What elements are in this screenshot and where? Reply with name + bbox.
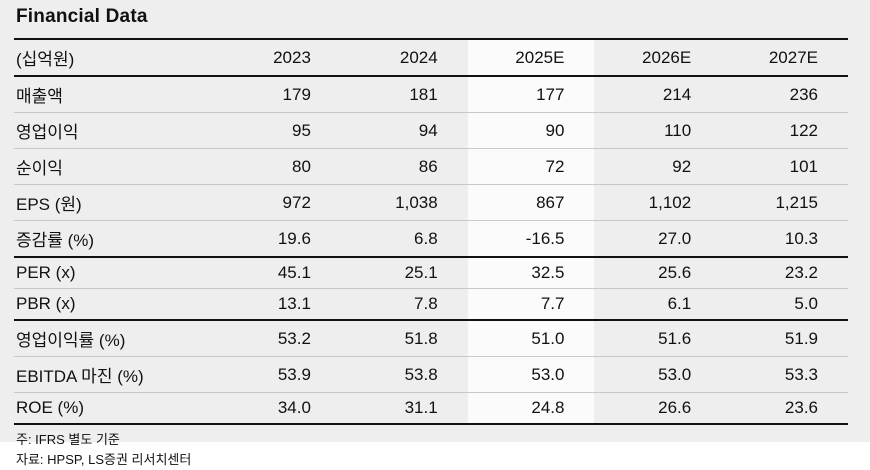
cell: 1,038 (340, 184, 468, 221)
cell: 5.0 (721, 288, 848, 321)
cell: 51.6 (594, 320, 722, 357)
row-label: PBR (x) (14, 288, 215, 321)
table-row-roe: ROE (%) 34.0 31.1 24.8 26.6 23.6 (14, 392, 848, 425)
unit-label: (십억원) (14, 38, 215, 77)
table-row-per: PER (x) 45.1 25.1 32.5 25.6 23.2 (14, 257, 848, 289)
cell: 1,102 (594, 184, 722, 221)
footnote-source: 자료: HPSP, LS증권 리서치센터 (16, 452, 192, 468)
row-label: EBITDA 마진 (%) (14, 356, 215, 393)
column-header-2025e: 2025E (467, 38, 595, 77)
cell: 177 (467, 76, 595, 113)
cell: 53.8 (340, 356, 468, 393)
cell: 25.1 (340, 257, 468, 289)
cell: 86 (340, 148, 468, 185)
table-row-operating-margin: 영업이익률 (%) 53.2 51.8 51.0 51.6 51.9 (14, 320, 848, 357)
cell: 90 (467, 112, 595, 149)
cell: 53.0 (594, 356, 722, 393)
cell: 80 (214, 148, 341, 185)
cell: 31.1 (340, 392, 468, 425)
cell: 94 (340, 112, 468, 149)
cell: 45.1 (214, 257, 341, 289)
cell: 6.8 (340, 220, 468, 258)
cell: 24.8 (467, 392, 595, 425)
cell: 214 (594, 76, 722, 113)
cell: 101 (721, 148, 848, 185)
cell: 6.1 (594, 288, 722, 321)
cell: 1,215 (721, 184, 848, 221)
table-row-operating-profit: 영업이익 95 94 90 110 122 (14, 112, 848, 149)
header-row: (십억원) 2023 2024 2025E 2026E 2027E (14, 38, 848, 77)
table-row-growth-rate: 증감률 (%) 19.6 6.8 -16.5 27.0 10.3 (14, 220, 848, 258)
cell: 19.6 (214, 220, 341, 258)
cell: 26.6 (594, 392, 722, 425)
cell: 27.0 (594, 220, 722, 258)
cell: 181 (340, 76, 468, 113)
row-label: PER (x) (14, 257, 215, 289)
cell: 51.9 (721, 320, 848, 357)
cell: 13.1 (214, 288, 341, 321)
cell: 7.7 (467, 288, 595, 321)
table-row-pbr: PBR (x) 13.1 7.8 7.7 6.1 5.0 (14, 288, 848, 321)
cell: 7.8 (340, 288, 468, 321)
column-header-2027e: 2027E (721, 38, 848, 77)
cell: 972 (214, 184, 341, 221)
cell: 53.2 (214, 320, 341, 357)
row-label: 증감률 (%) (14, 220, 215, 258)
row-label: ROE (%) (14, 392, 215, 425)
column-header-2026e: 2026E (594, 38, 722, 77)
financial-table: (십억원) 2023 2024 2025E 2026E 2027E 매출액 17… (14, 38, 848, 425)
column-header-2024: 2024 (340, 38, 468, 77)
cell: 867 (467, 184, 595, 221)
footnote-basis: 주: IFRS 별도 기준 (16, 432, 120, 447)
cell: 72 (467, 148, 595, 185)
cell: 53.0 (467, 356, 595, 393)
cell: 51.0 (467, 320, 595, 357)
row-label: EPS (원) (14, 184, 215, 221)
footnotes: 주: IFRS 별도 기준 자료: HPSP, LS증권 리서치센터 (14, 425, 848, 470)
cell: 122 (721, 112, 848, 149)
cell: 95 (214, 112, 341, 149)
row-label: 매출액 (14, 76, 215, 113)
cell: 53.3 (721, 356, 848, 393)
page-title: Financial Data (16, 6, 148, 27)
cell: -16.5 (467, 220, 595, 258)
cell: 10.3 (721, 220, 848, 258)
row-label: 영업이익률 (%) (14, 320, 215, 357)
cell: 236 (721, 76, 848, 113)
row-label: 순이익 (14, 148, 215, 185)
cell: 32.5 (467, 257, 595, 289)
cell: 23.2 (721, 257, 848, 289)
table-row-ebitda-margin: EBITDA 마진 (%) 53.9 53.8 53.0 53.0 53.3 (14, 356, 848, 393)
column-header-2023: 2023 (214, 38, 341, 77)
table-row-eps: EPS (원) 972 1,038 867 1,102 1,215 (14, 184, 848, 221)
cell: 53.9 (214, 356, 341, 393)
cell: 110 (594, 112, 722, 149)
cell: 51.8 (340, 320, 468, 357)
cell: 23.6 (721, 392, 848, 425)
table-row-revenue: 매출액 179 181 177 214 236 (14, 76, 848, 113)
cell: 92 (594, 148, 722, 185)
row-label: 영업이익 (14, 112, 215, 149)
cell: 25.6 (594, 257, 722, 289)
table-row-net-profit: 순이익 80 86 72 92 101 (14, 148, 848, 185)
cell: 179 (214, 76, 341, 113)
cell: 34.0 (214, 392, 341, 425)
